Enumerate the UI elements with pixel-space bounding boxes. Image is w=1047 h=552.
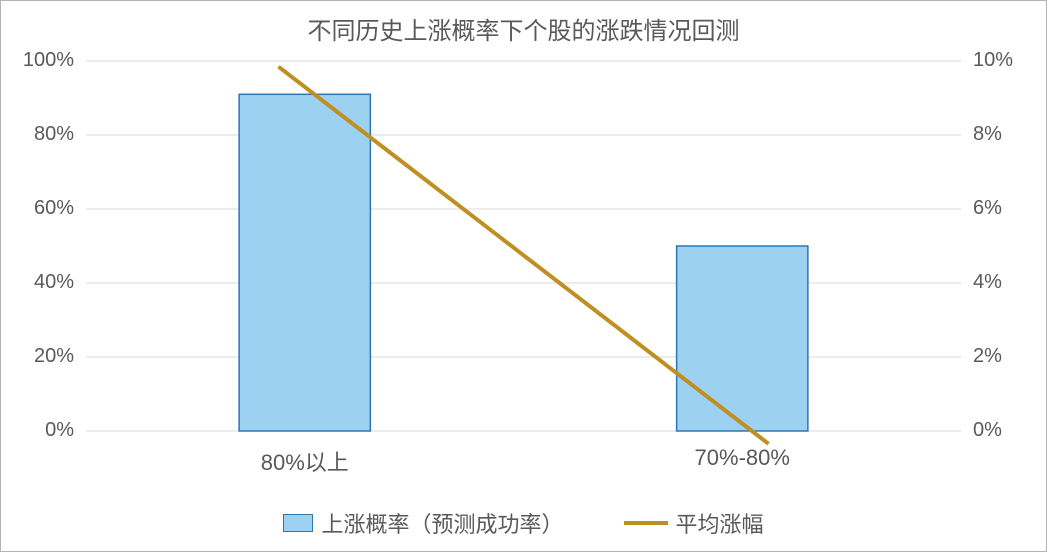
left-tick-label: 80% bbox=[4, 123, 74, 146]
category-label: 70%-80% bbox=[642, 445, 842, 471]
right-tick-label: 8% bbox=[973, 123, 1033, 146]
right-tick-label: 0% bbox=[973, 419, 1033, 442]
legend-item-line: 平均涨幅 bbox=[624, 507, 764, 539]
right-tick-label: 4% bbox=[973, 271, 1033, 294]
plot-area: 0%20%40%60%80%100% 0%2%4%6%8%10% 80%以上70… bbox=[86, 61, 961, 431]
legend-swatch-bar-icon bbox=[283, 514, 313, 532]
left-tick-label: 100% bbox=[4, 49, 74, 72]
legend-item-bar: 上涨概率（预测成功率） bbox=[283, 507, 563, 539]
left-tick-label: 20% bbox=[4, 345, 74, 368]
chart-title: 不同历史上涨概率下个股的涨跌情况回测 bbox=[1, 11, 1046, 46]
legend-line-label: 平均涨幅 bbox=[676, 507, 764, 539]
legend: 上涨概率（预测成功率） 平均涨幅 bbox=[1, 507, 1046, 539]
right-tick-label: 10% bbox=[973, 49, 1033, 72]
right-tick-label: 6% bbox=[973, 197, 1033, 220]
legend-bar-label: 上涨概率（预测成功率） bbox=[321, 507, 563, 539]
category-label: 80%以上 bbox=[205, 445, 405, 477]
left-tick-label: 40% bbox=[4, 271, 74, 294]
line-layer bbox=[86, 61, 961, 431]
line-series bbox=[279, 67, 769, 444]
chart-frame: 不同历史上涨概率下个股的涨跌情况回测 0%20%40%60%80%100% 0%… bbox=[0, 0, 1047, 552]
right-tick-label: 2% bbox=[973, 345, 1033, 368]
legend-swatch-line-icon bbox=[624, 521, 668, 525]
left-tick-label: 60% bbox=[4, 197, 74, 220]
left-tick-label: 0% bbox=[4, 419, 74, 442]
